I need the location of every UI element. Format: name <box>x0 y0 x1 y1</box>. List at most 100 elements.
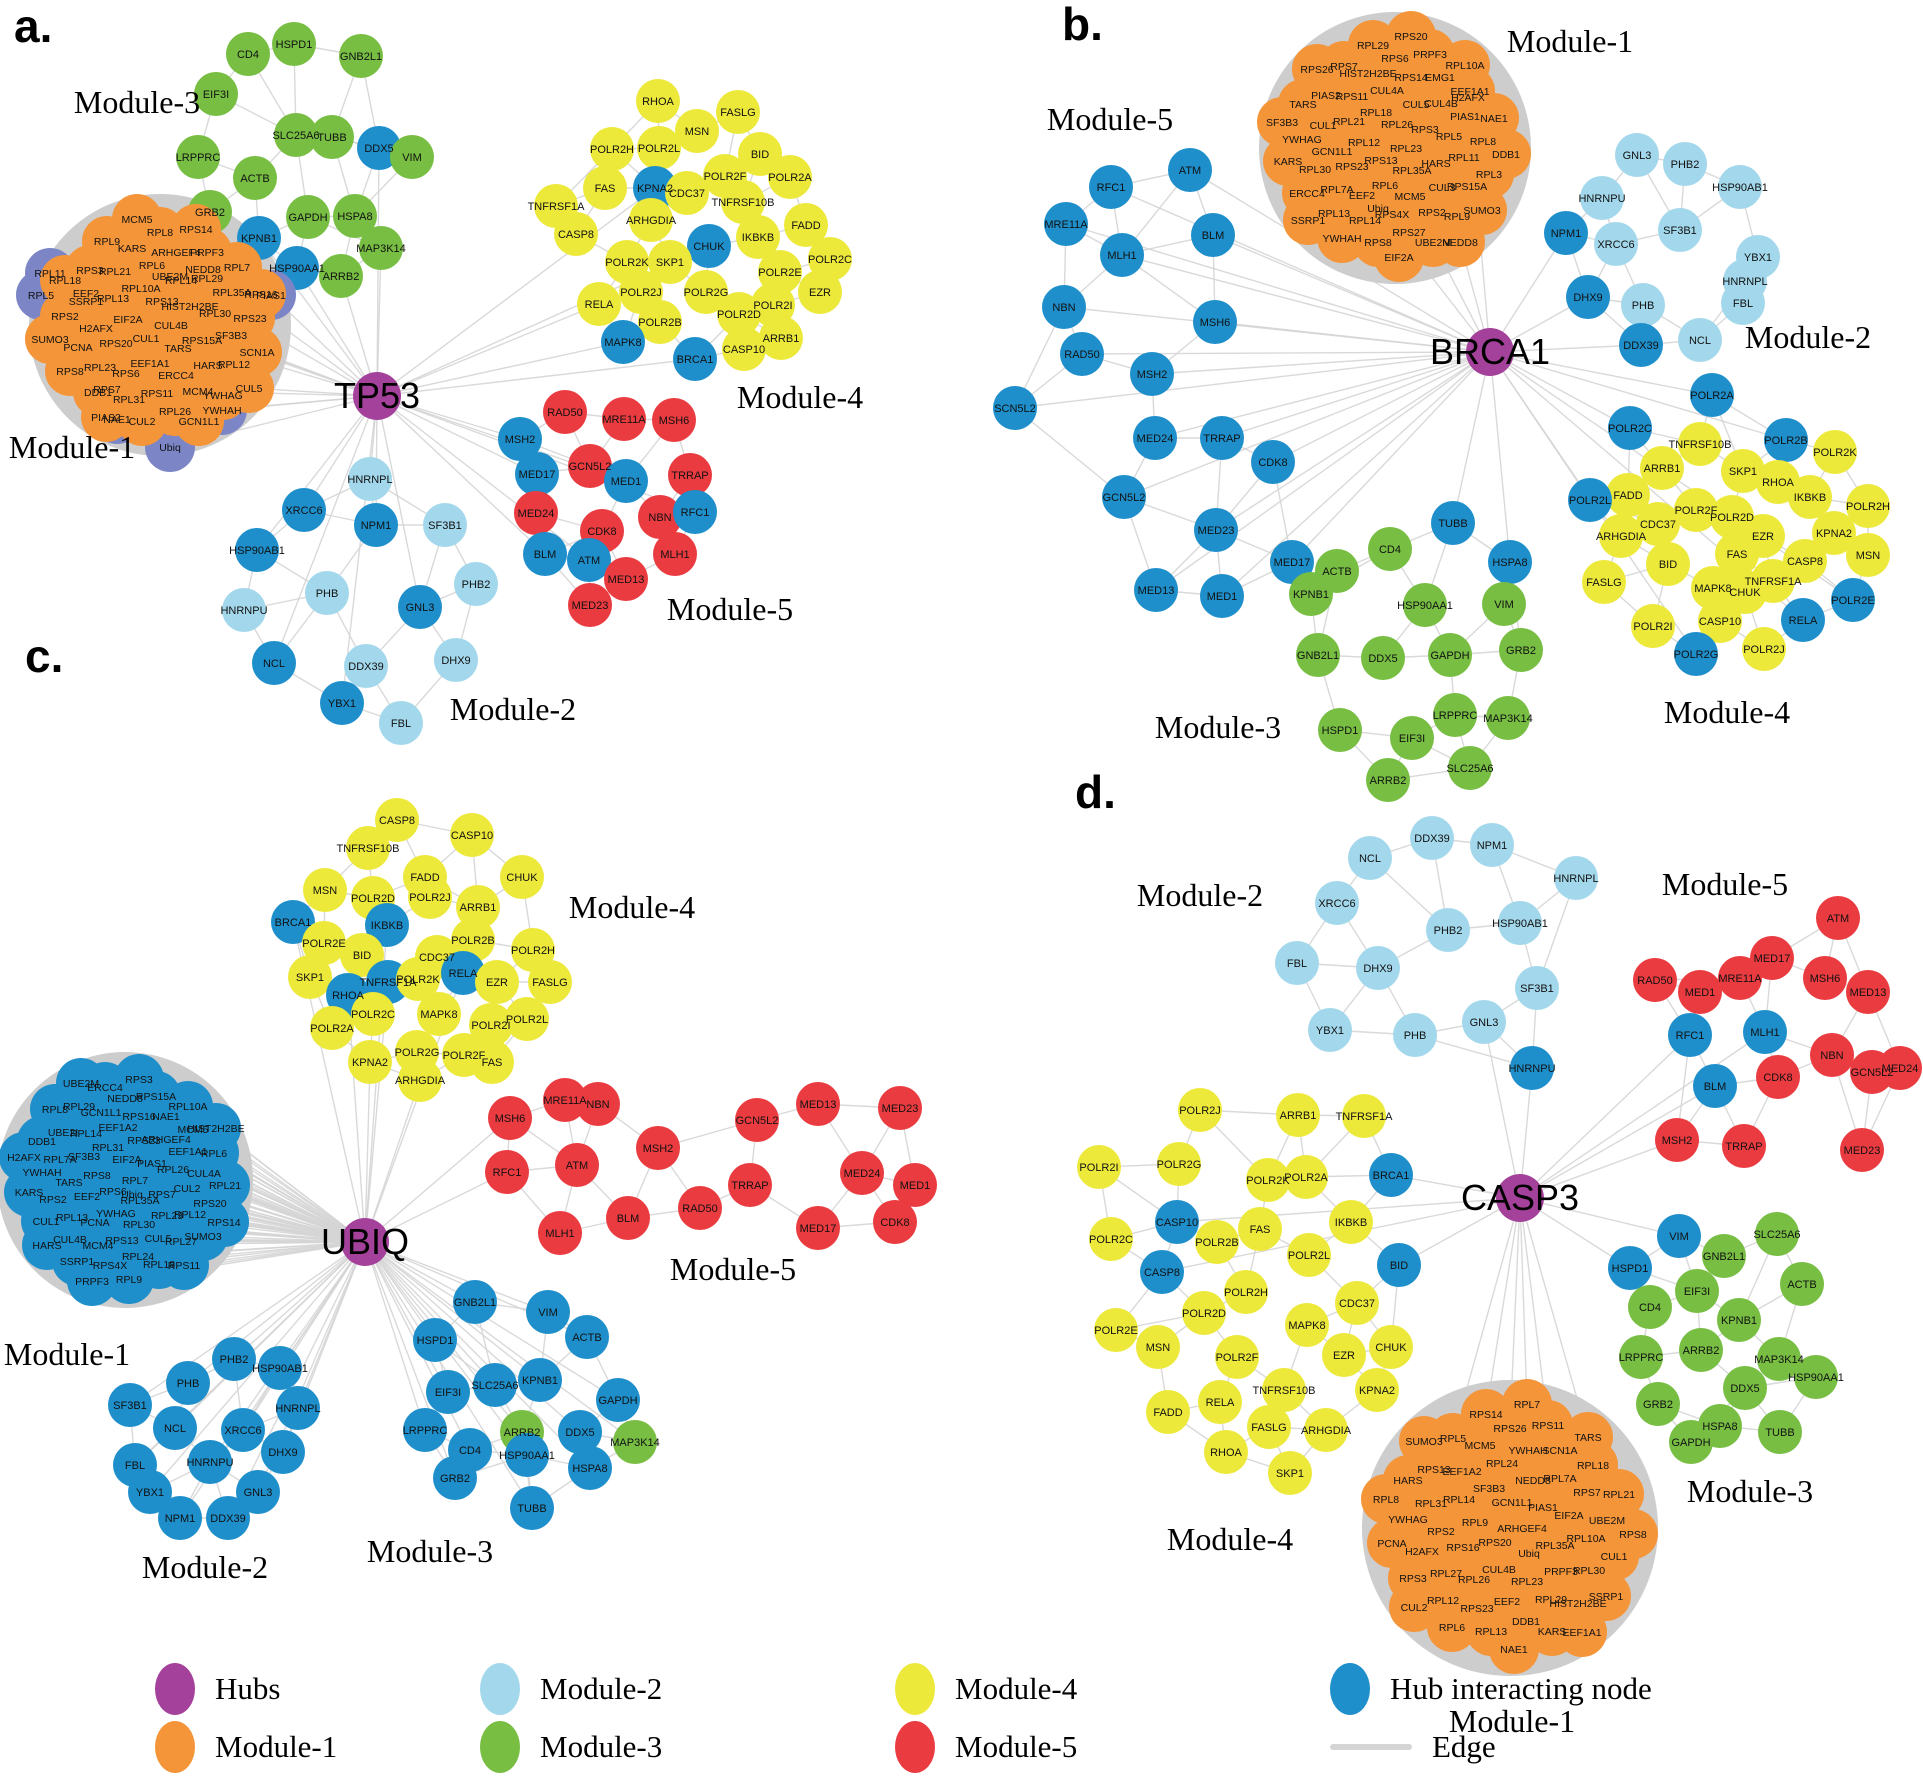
node-RPL21[interactable] <box>200 1160 250 1210</box>
node-BLM[interactable] <box>606 1196 650 1240</box>
node-TNFRSF1A[interactable] <box>1342 1094 1386 1138</box>
node-FADD[interactable] <box>1146 1390 1190 1434</box>
node-HNRNPL[interactable] <box>348 457 392 501</box>
node-MRE11A[interactable] <box>1044 202 1088 246</box>
node-CHUK[interactable] <box>1723 570 1767 614</box>
node-MAPK8[interactable] <box>417 992 461 1036</box>
node-NPM1[interactable] <box>354 503 398 547</box>
node-ATM[interactable] <box>555 1143 599 1187</box>
node-GRB2[interactable] <box>1499 628 1543 672</box>
node-RPS14[interactable] <box>1461 1389 1511 1439</box>
node-IKBKB[interactable] <box>1329 1200 1373 1244</box>
node-XRCC6[interactable] <box>1594 222 1638 266</box>
node-TUBB[interactable] <box>1431 501 1475 545</box>
node-RHOA[interactable] <box>1204 1430 1248 1474</box>
node-POLR2L[interactable] <box>1568 478 1612 522</box>
node-SUMO3[interactable] <box>1399 1416 1449 1466</box>
node-GRB2[interactable] <box>433 1456 477 1500</box>
node-MSH2[interactable] <box>498 417 542 461</box>
node-MED13[interactable] <box>1846 970 1890 1014</box>
node-MAP3K14[interactable] <box>1757 1337 1801 1381</box>
node-MED23[interactable] <box>878 1086 922 1130</box>
node-MLH1[interactable] <box>538 1211 582 1255</box>
node-POLR2L[interactable] <box>1287 1233 1331 1277</box>
node-FASLG[interactable] <box>1247 1405 1291 1449</box>
node-POLR2C[interactable] <box>1608 406 1652 450</box>
node-RPL9[interactable] <box>104 1254 154 1304</box>
node-NBN[interactable] <box>638 495 682 539</box>
node-KPNA2[interactable] <box>1812 511 1856 555</box>
node-NPM1[interactable] <box>158 1496 202 1540</box>
node-RPS26[interactable] <box>1292 44 1342 94</box>
node-GAPDH[interactable] <box>596 1378 640 1422</box>
node-RPS11[interactable] <box>159 1240 209 1290</box>
node-HNRNPL[interactable] <box>276 1386 320 1430</box>
node-POLR2A[interactable] <box>1690 373 1734 417</box>
node-YBX1[interactable] <box>128 1470 172 1514</box>
node-RPL8[interactable] <box>1361 1474 1411 1524</box>
node-CHUK[interactable] <box>500 855 544 899</box>
node-DDX5[interactable] <box>1723 1366 1767 1410</box>
node-FBL[interactable] <box>1721 281 1765 325</box>
node-CASP10[interactable] <box>1155 1200 1199 1244</box>
node-TUBB[interactable] <box>510 1486 554 1530</box>
node-NPM1[interactable] <box>1470 823 1514 867</box>
node-CASP8[interactable] <box>375 798 419 842</box>
node-MED1[interactable] <box>1678 970 1722 1014</box>
node-POLR2C[interactable] <box>808 237 852 281</box>
node-ARHGDIA[interactable] <box>398 1058 442 1102</box>
node-SKP1[interactable] <box>1268 1451 1312 1495</box>
node-CHUK[interactable] <box>687 224 731 268</box>
node-XRCC6[interactable] <box>221 1408 265 1452</box>
node-FASLG[interactable] <box>716 90 760 134</box>
node-ATM[interactable] <box>567 538 611 582</box>
node-MLH1[interactable] <box>1100 233 1144 277</box>
node-POLR2K[interactable] <box>1246 1158 1290 1202</box>
node-POLR2J[interactable] <box>408 875 452 919</box>
node-MSH2[interactable] <box>636 1126 680 1170</box>
node-NAE1[interactable] <box>1489 1624 1539 1674</box>
node-ARRB1[interactable] <box>1640 446 1684 490</box>
node-MED17[interactable] <box>796 1206 840 1250</box>
node-SF3B1[interactable] <box>1515 966 1559 1010</box>
node-RFC1[interactable] <box>673 490 717 534</box>
node-CASP8[interactable] <box>1140 1250 1184 1294</box>
node-HNRNPU[interactable] <box>222 588 266 632</box>
node-MED17[interactable] <box>515 452 559 496</box>
node-TARS[interactable] <box>1563 1412 1613 1462</box>
node-EIF3I[interactable] <box>194 72 238 116</box>
node-MRE11A[interactable] <box>602 397 646 441</box>
node-RPS14[interactable] <box>199 1197 249 1247</box>
node-EZR[interactable] <box>798 270 842 314</box>
node-FAS[interactable] <box>470 1040 514 1084</box>
node-TRRAP[interactable] <box>1722 1124 1766 1168</box>
node-GCN5L2[interactable] <box>735 1098 779 1142</box>
node-CD4[interactable] <box>226 32 270 76</box>
node-BRCA1[interactable] <box>673 337 717 381</box>
node-ATM[interactable] <box>1816 896 1860 940</box>
node-YBX1[interactable] <box>320 681 364 725</box>
node-MED17[interactable] <box>1270 540 1314 584</box>
node-POLR2L[interactable] <box>505 997 549 1041</box>
node-POLR2A[interactable] <box>1284 1155 1328 1199</box>
node-POLR2H[interactable] <box>1846 484 1890 528</box>
node-GAPDH[interactable] <box>1428 633 1472 677</box>
node-HSPA8[interactable] <box>333 194 377 238</box>
node-MED23[interactable] <box>1840 1128 1884 1172</box>
node-EZR[interactable] <box>1322 1333 1366 1377</box>
node-MED1[interactable] <box>1200 574 1244 618</box>
node-MED17[interactable] <box>1750 936 1794 980</box>
node-POLR2I[interactable] <box>1077 1145 1121 1189</box>
node-ARRB2[interactable] <box>319 254 363 298</box>
node-POLR2G[interactable] <box>1674 632 1718 676</box>
node-MED24[interactable] <box>514 491 558 535</box>
node-DDX39[interactable] <box>344 644 388 688</box>
node-POLR2C[interactable] <box>1089 1217 1133 1261</box>
node-ARHGDIA[interactable] <box>1304 1408 1348 1452</box>
node-GCN5L2[interactable] <box>568 444 612 488</box>
node-TRRAP[interactable] <box>728 1163 772 1207</box>
node-IKBKB[interactable] <box>736 215 780 259</box>
node-RPS3[interactable] <box>114 1054 164 1104</box>
node-MSN[interactable] <box>1846 533 1890 577</box>
node-ARHGDIA[interactable] <box>629 198 673 242</box>
